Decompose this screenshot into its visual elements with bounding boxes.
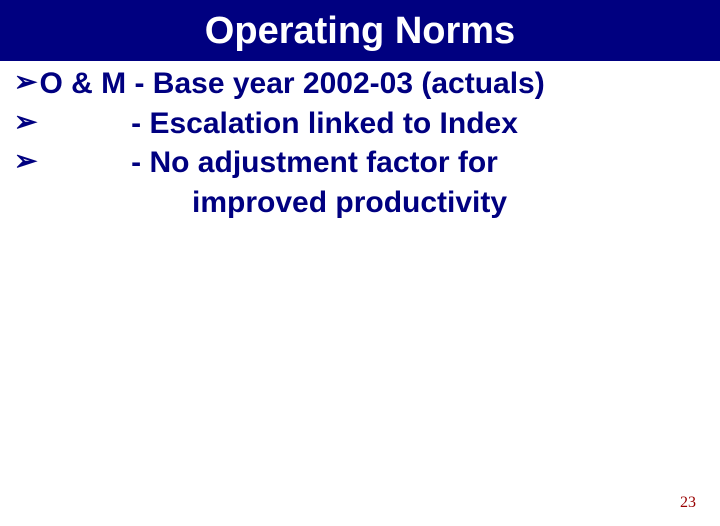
page-number: 23 <box>680 494 696 512</box>
bullet-text: - Escalation linked to Index <box>39 105 517 143</box>
content-area: ➢ O & M - Base year 2002-03 (actuals) ➢ … <box>0 61 720 221</box>
bullet-row: ➢ - No adjustment factor for <box>14 144 720 182</box>
bullet-row: ➢ - Escalation linked to Index <box>14 105 720 143</box>
bullet-continuation: improved productivity <box>14 184 720 222</box>
arrow-bullet-icon: ➢ <box>14 144 37 178</box>
bullet-text: - No adjustment factor for <box>39 144 497 182</box>
arrow-bullet-icon: ➢ <box>14 65 37 99</box>
title-bar: Operating Norms <box>0 0 720 61</box>
bullet-text: O & M - Base year 2002-03 (actuals) <box>39 65 544 103</box>
bullet-text-continuation: improved productivity <box>14 184 507 222</box>
slide-title: Operating Norms <box>205 10 515 52</box>
arrow-bullet-icon: ➢ <box>14 105 37 139</box>
bullet-row: ➢ O & M - Base year 2002-03 (actuals) <box>14 65 720 103</box>
